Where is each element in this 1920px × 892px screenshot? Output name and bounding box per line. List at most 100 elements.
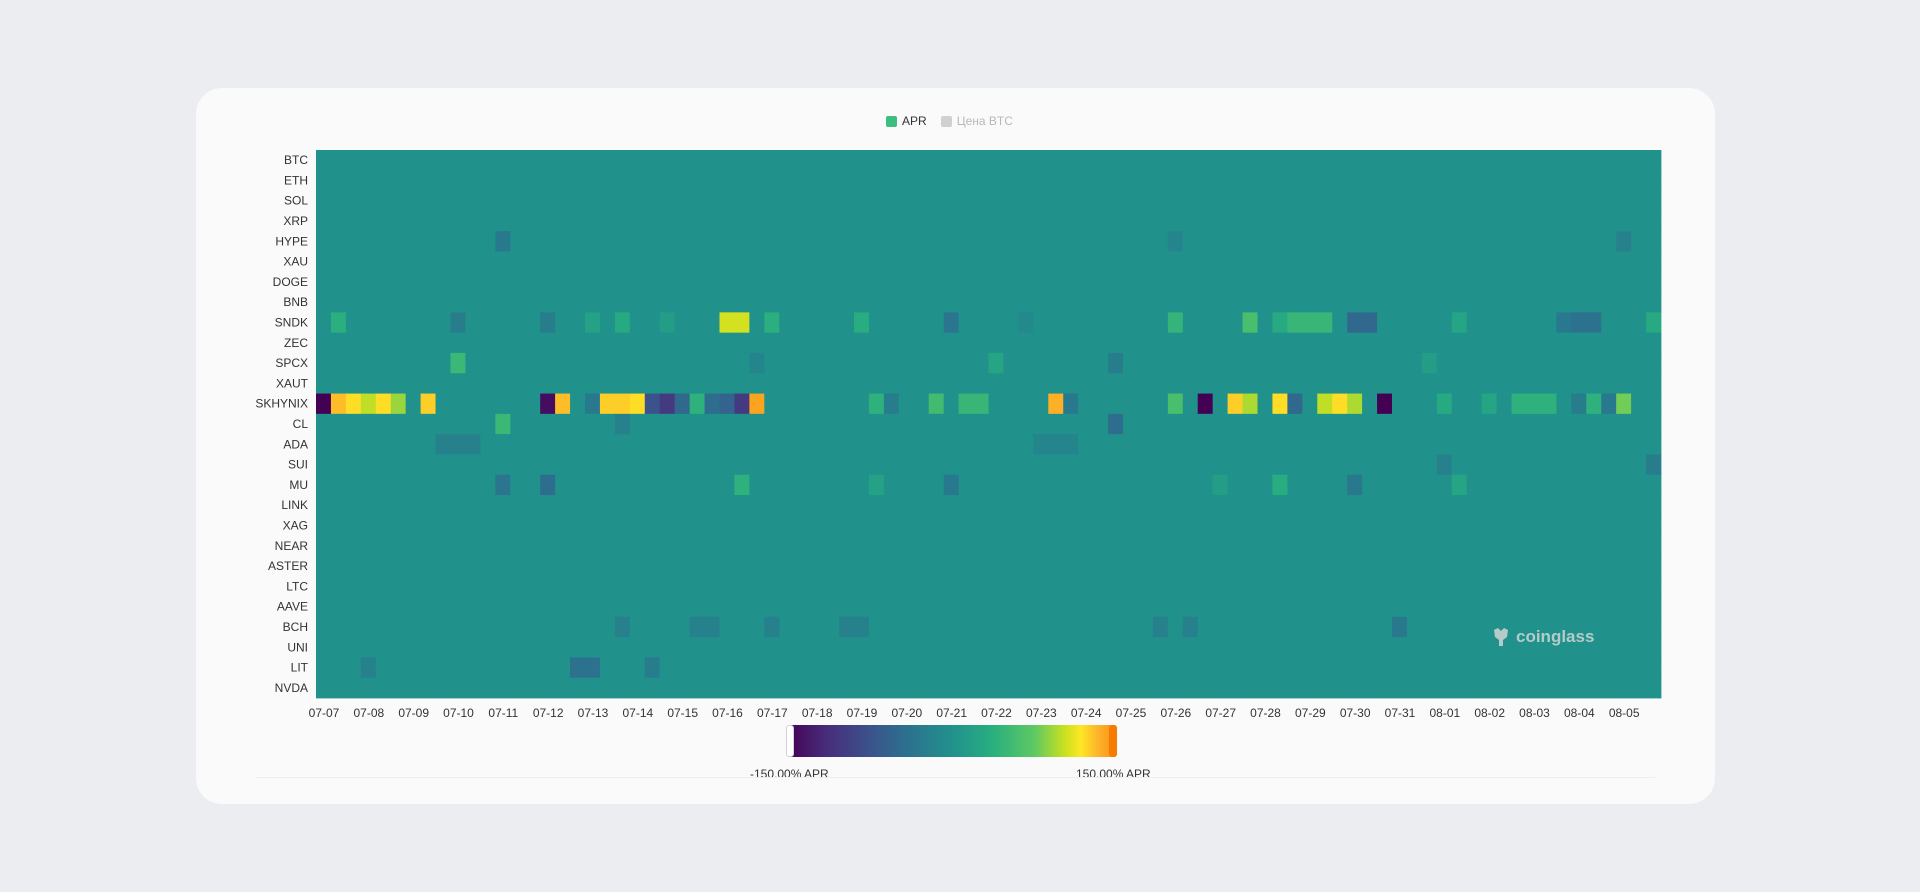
- heatmap-cell[interactable]: [1227, 657, 1243, 679]
- heatmap-cell[interactable]: [1167, 555, 1184, 577]
- heatmap-cell[interactable]: [1257, 251, 1273, 273]
- heatmap-cell[interactable]: [1392, 413, 1408, 435]
- heatmap-cell[interactable]: [1212, 393, 1229, 415]
- heatmap-cell[interactable]: [1317, 677, 1333, 699]
- heatmap-cell[interactable]: [913, 515, 930, 537]
- heatmap-cell[interactable]: [510, 637, 526, 658]
- heatmap-cell[interactable]: [928, 271, 945, 293]
- heatmap-cell[interactable]: [1496, 555, 1512, 577]
- heatmap-cell[interactable]: [824, 474, 840, 496]
- heatmap-cell[interactable]: [988, 150, 1004, 171]
- heatmap-cell[interactable]: [1436, 210, 1453, 232]
- heatmap-cell[interactable]: [1227, 616, 1243, 638]
- heatmap-cell[interactable]: [794, 474, 810, 496]
- heatmap-cell[interactable]: [420, 434, 436, 455]
- heatmap-cell[interactable]: [1003, 231, 1019, 252]
- heatmap-cell[interactable]: [420, 657, 436, 679]
- heatmap-cell[interactable]: [1048, 616, 1064, 638]
- heatmap-cell[interactable]: [1033, 373, 1049, 394]
- heatmap-cell[interactable]: [1496, 352, 1512, 374]
- heatmap-cell[interactable]: [1093, 434, 1109, 455]
- heatmap-cell[interactable]: [898, 495, 915, 516]
- heatmap-cell[interactable]: [704, 393, 720, 415]
- heatmap-cell[interactable]: [1317, 495, 1333, 516]
- heatmap-cell[interactable]: [420, 616, 436, 638]
- heatmap-cell[interactable]: [1152, 535, 1169, 557]
- heatmap-cell[interactable]: [1287, 576, 1303, 597]
- heatmap-cell[interactable]: [1048, 677, 1064, 699]
- heatmap-cell[interactable]: [1451, 332, 1468, 354]
- heatmap-cell[interactable]: [465, 576, 481, 597]
- heatmap-cell[interactable]: [555, 576, 571, 597]
- heatmap-cell[interactable]: [659, 332, 676, 354]
- heatmap-cell[interactable]: [1332, 515, 1348, 537]
- heatmap-cell[interactable]: [555, 555, 571, 577]
- heatmap-cell[interactable]: [1182, 332, 1199, 354]
- heatmap-cell[interactable]: [599, 596, 616, 618]
- heatmap-cell[interactable]: [375, 434, 392, 455]
- heatmap-cell[interactable]: [719, 352, 735, 374]
- heatmap-cell[interactable]: [495, 535, 511, 557]
- heatmap-cell[interactable]: [898, 535, 915, 557]
- heatmap-cell[interactable]: [1212, 150, 1229, 171]
- heatmap-cell[interactable]: [764, 231, 780, 252]
- heatmap-cell[interactable]: [585, 231, 601, 252]
- heatmap-cell[interactable]: [854, 251, 870, 273]
- heatmap-cell[interactable]: [435, 515, 451, 537]
- heatmap-cell[interactable]: [570, 312, 586, 334]
- heatmap-cell[interactable]: [1078, 312, 1094, 334]
- heatmap-cell[interactable]: [779, 332, 795, 354]
- heatmap-cell[interactable]: [794, 576, 810, 597]
- heatmap-cell[interactable]: [958, 332, 974, 354]
- heatmap-cell[interactable]: [1616, 596, 1632, 618]
- heatmap-cell[interactable]: [480, 637, 496, 658]
- heatmap-cell[interactable]: [779, 515, 795, 537]
- heatmap-cell[interactable]: [824, 657, 840, 679]
- heatmap-cell[interactable]: [1302, 150, 1318, 171]
- heatmap-cell[interactable]: [1421, 474, 1438, 496]
- heatmap-cell[interactable]: [659, 637, 676, 658]
- heatmap-cell[interactable]: [719, 454, 735, 476]
- heatmap-cell[interactable]: [495, 292, 511, 313]
- heatmap-cell[interactable]: [1063, 332, 1079, 354]
- heatmap-cell[interactable]: [495, 555, 511, 577]
- heatmap-cell[interactable]: [704, 210, 720, 232]
- heatmap-cell[interactable]: [749, 474, 765, 496]
- heatmap-cell[interactable]: [316, 190, 332, 212]
- heatmap-cell[interactable]: [375, 231, 392, 252]
- heatmap-cell[interactable]: [943, 576, 960, 597]
- heatmap-cell[interactable]: [1481, 393, 1498, 415]
- heatmap-cell[interactable]: [1586, 251, 1602, 273]
- heatmap-cell[interactable]: [450, 150, 466, 171]
- heatmap-cell[interactable]: [1616, 454, 1632, 476]
- heatmap-cell[interactable]: [1571, 393, 1587, 415]
- heatmap-cell[interactable]: [1646, 637, 1662, 658]
- heatmap-cell[interactable]: [555, 637, 571, 658]
- heatmap-cell[interactable]: [839, 677, 855, 699]
- heatmap-cell[interactable]: [390, 495, 407, 516]
- heatmap-cell[interactable]: [913, 413, 930, 435]
- heatmap-cell[interactable]: [1406, 515, 1423, 537]
- heatmap-cell[interactable]: [330, 454, 347, 476]
- heatmap-cell[interactable]: [1646, 413, 1662, 435]
- heatmap-cell[interactable]: [1377, 657, 1393, 679]
- heatmap-cell[interactable]: [480, 434, 496, 455]
- heatmap-cell[interactable]: [1377, 454, 1393, 476]
- heatmap-cell[interactable]: [360, 393, 377, 415]
- heatmap-cell[interactable]: [734, 637, 750, 658]
- heatmap-cell[interactable]: [1347, 657, 1363, 679]
- heatmap-cell[interactable]: [1392, 251, 1408, 273]
- heatmap-cell[interactable]: [794, 271, 810, 293]
- heatmap-cell[interactable]: [450, 657, 466, 679]
- heatmap-cell[interactable]: [585, 657, 601, 679]
- heatmap-cell[interactable]: [1242, 312, 1258, 334]
- heatmap-cell[interactable]: [510, 373, 526, 394]
- heatmap-cell[interactable]: [1212, 454, 1229, 476]
- heatmap-cell[interactable]: [1242, 150, 1258, 171]
- heatmap-cell[interactable]: [839, 332, 855, 354]
- heatmap-cell[interactable]: [465, 677, 481, 699]
- heatmap-cell[interactable]: [1571, 210, 1587, 232]
- heatmap-cell[interactable]: [749, 332, 765, 354]
- heatmap-cell[interactable]: [1287, 352, 1303, 374]
- heatmap-cell[interactable]: [495, 495, 511, 516]
